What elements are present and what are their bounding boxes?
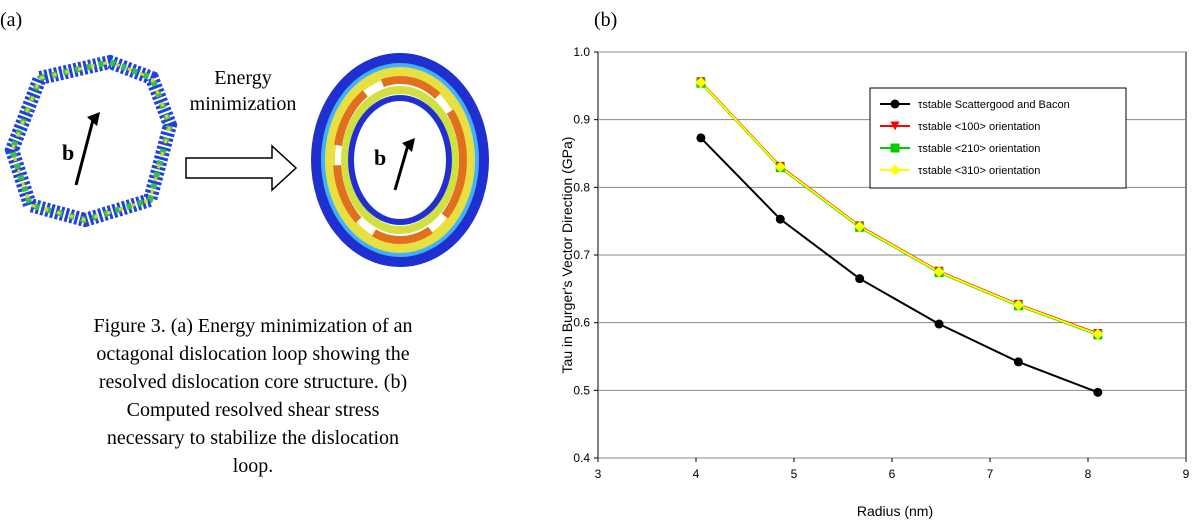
x-tick-label: 3 — [595, 467, 602, 481]
x-tick-label: 6 — [889, 467, 896, 481]
x-tick-label: 7 — [987, 467, 994, 481]
y-tick-label: 0.8 — [573, 180, 590, 194]
panel-label: (a) — [0, 9, 22, 31]
vector-arrow — [393, 144, 410, 191]
x-axis-label: Radius (nm) — [857, 503, 933, 519]
caption-line: Figure 3. (a) Energy minimization of an — [94, 315, 413, 337]
marker — [1012, 299, 1024, 311]
vector-arrow-head — [87, 112, 100, 126]
y-tick-label: 0.9 — [573, 113, 590, 127]
caption: Figure 3. (a) Energy minimization of an o… — [94, 315, 413, 477]
marker — [1092, 328, 1104, 340]
marker — [889, 164, 901, 176]
caption-line: Computed resolved shear stress — [127, 399, 380, 421]
marker — [1013, 357, 1023, 367]
caption-line: octagonal dislocation loop showing the — [96, 343, 409, 365]
x-tick-label: 9 — [1183, 467, 1190, 481]
marker — [696, 133, 706, 143]
arrow-text: Energy — [214, 67, 271, 89]
legend-label: τstable <100> orientation — [918, 121, 1040, 133]
caption-line: resolved dislocation core structure. (b) — [99, 371, 407, 393]
caption-line: loop. — [233, 455, 274, 477]
panel-label: (b) — [594, 9, 617, 31]
y-tick-label: 0.6 — [573, 316, 590, 330]
x-tick-label: 8 — [1085, 467, 1092, 481]
caption-line: necessary to stabilize the dislocation — [107, 427, 399, 449]
loop-image — [4, 54, 178, 228]
marker — [890, 143, 900, 153]
marker — [775, 214, 785, 224]
marker — [854, 221, 866, 233]
x-tick-label: 5 — [791, 467, 798, 481]
marker — [855, 274, 865, 284]
vector-label: b — [62, 140, 74, 165]
series-line — [700, 81, 1099, 336]
y-axis-label: Tau in Burger's Vector Direction (GPa) — [559, 137, 575, 374]
series-line — [700, 137, 1099, 394]
vector-label: b — [374, 145, 386, 170]
x-tick-label: 4 — [693, 467, 700, 481]
y-tick-label: 1.0 — [573, 45, 590, 59]
marker — [890, 99, 900, 109]
marker — [1093, 387, 1103, 397]
y-tick-label: 0.4 — [573, 451, 590, 465]
marker — [934, 319, 944, 329]
legend-label: τstable Scattergood and Bacon — [918, 99, 1070, 111]
legend-box — [869, 87, 1127, 189]
legend-label: τstable <310> orientation — [918, 165, 1040, 177]
vector-arrow-head — [402, 138, 415, 152]
marker — [933, 266, 945, 278]
arrow-text: minimization — [190, 93, 297, 115]
marker — [695, 76, 707, 88]
vector-arrow — [74, 119, 95, 186]
legend-label: τstable <210> orientation — [918, 143, 1040, 155]
marker — [774, 161, 786, 173]
y-tick-label: 0.5 — [573, 383, 590, 397]
loop-image — [311, 53, 489, 267]
y-tick-label: 0.7 — [573, 248, 590, 262]
marker — [890, 121, 900, 131]
process-arrow — [185, 144, 298, 192]
